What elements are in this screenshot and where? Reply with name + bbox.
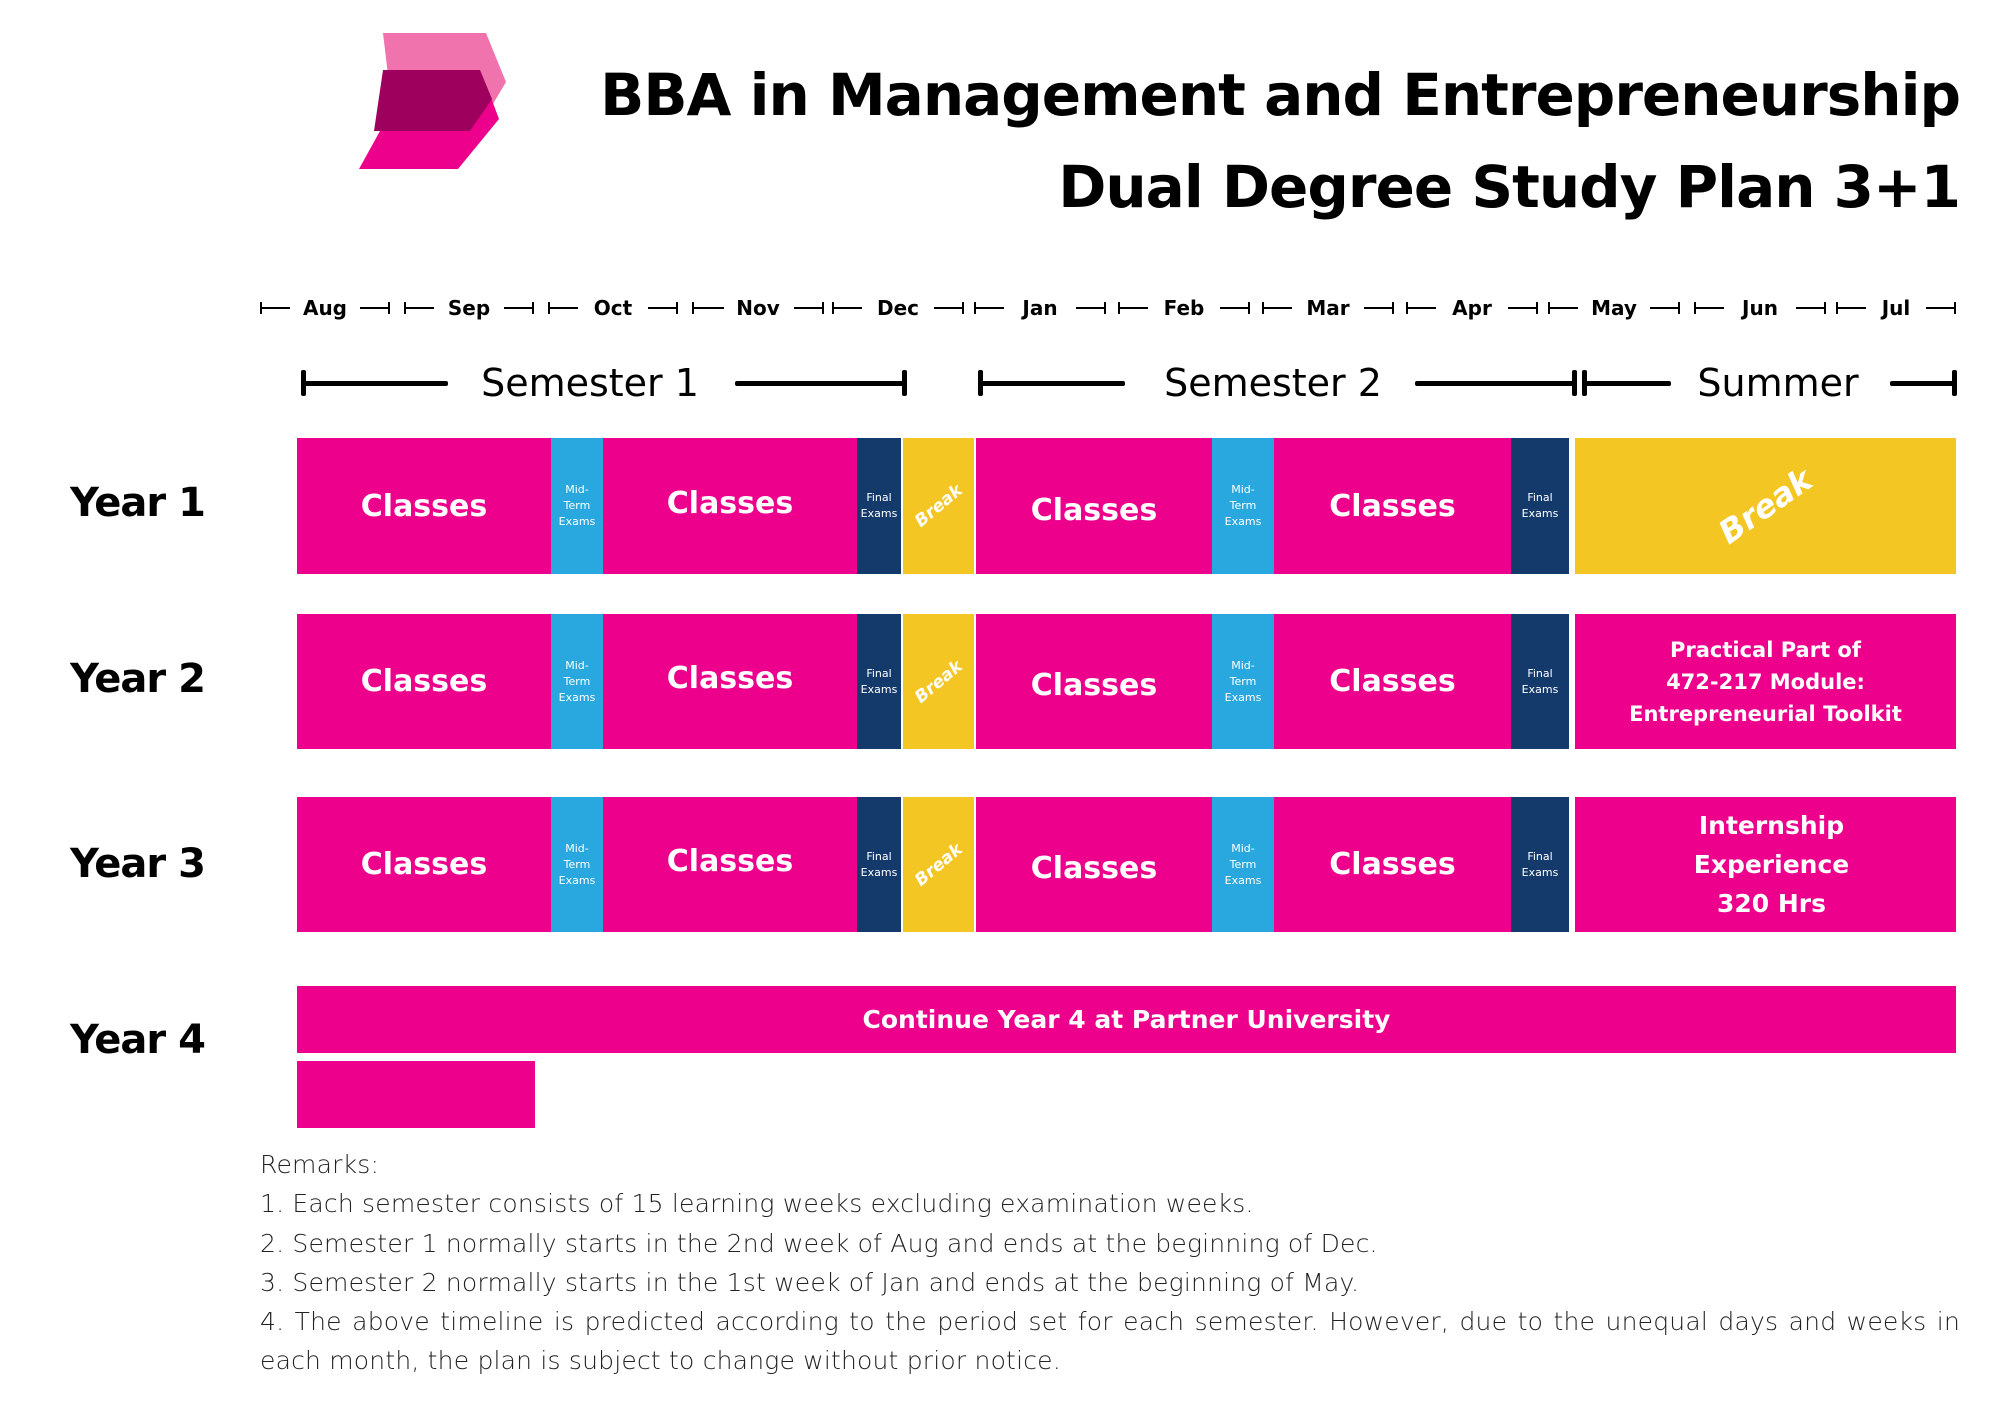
year-1-sem1-final: Final Exams xyxy=(857,438,901,574)
month-jul: Jul xyxy=(1836,294,1956,322)
year-2-sem2-midterm: Mid- Term Exams xyxy=(1212,614,1274,749)
year-2-label: Year 2 xyxy=(70,656,206,702)
remarks: Remarks: 1. Each semester consists of 15… xyxy=(260,1145,1960,1381)
year-1-sem2-midterm: Mid- Term Exams xyxy=(1212,438,1274,574)
year-2-sem1-midterm: Mid- Term Exams xyxy=(551,614,603,749)
period-semester-2: Semester 2 xyxy=(1164,361,1382,405)
month-mar: Mar xyxy=(1262,294,1394,322)
remark-item-2: 2. Semester 1 normally starts in the 2nd… xyxy=(260,1228,1378,1258)
month-sep: Sep xyxy=(404,294,534,322)
year-3-sem1-classes-a: Classes xyxy=(297,797,551,932)
month-may: May xyxy=(1548,294,1680,322)
month-oct: Oct xyxy=(548,294,678,322)
month-jan: Jan xyxy=(974,294,1106,322)
year-1-sem1-midterm: Mid- Term Exams xyxy=(551,438,603,574)
year-2-sem1-classes-b: Classes xyxy=(603,614,857,749)
remarks-heading: Remarks: xyxy=(260,1150,380,1179)
month-aug: Aug xyxy=(260,294,390,322)
year-3-label: Year 3 xyxy=(70,841,206,887)
year-2-sem2-final: Final Exams xyxy=(1511,614,1569,749)
year-3-sem1-final: Final Exams xyxy=(857,797,901,932)
period-brackets: Semester 1 Semester 2 Summer xyxy=(0,360,2000,406)
period-semester-1: Semester 1 xyxy=(481,361,699,405)
year-2-summer-practical: Practical Part of 472-217 Module: Entrep… xyxy=(1575,614,1956,749)
remark-item-1: 1. Each semester consists of 15 learning… xyxy=(260,1189,1254,1219)
year-2-sem1-classes-a: Classes xyxy=(297,614,551,749)
year-1-sem2-final: Final Exams xyxy=(1511,438,1569,574)
year-3-sem2-classes-b: Classes xyxy=(1274,797,1511,932)
year-3-dec-break: Break xyxy=(903,797,974,932)
year-2-dec-break: Break xyxy=(903,614,974,749)
month-nov: Nov xyxy=(692,294,824,322)
year-3-sem2-midterm: Mid- Term Exams xyxy=(1212,797,1274,932)
month-apr: Apr xyxy=(1406,294,1538,322)
month-jun: Jun xyxy=(1694,294,1826,322)
year-1-summer-break: Break xyxy=(1575,438,1956,574)
year-4-partner-bar: Continue Year 4 at Partner University xyxy=(297,986,1956,1053)
title-line-1: BBA in Management and Entrepreneurship xyxy=(600,61,1961,129)
year-4-label: Year 4 xyxy=(70,1017,206,1063)
year-1-sem1-classes-a: Classes xyxy=(297,438,551,574)
period-summer: Summer xyxy=(1697,361,1859,405)
year-4-small-bar xyxy=(297,1061,535,1128)
month-feb: Feb xyxy=(1118,294,1250,322)
year-1-label: Year 1 xyxy=(70,480,206,526)
year-2-sem2-classes-b: Classes xyxy=(1274,614,1511,749)
year-3-summer-internship: Internship Experience 320 Hrs xyxy=(1575,797,1956,932)
program-logo-icon xyxy=(359,33,506,169)
year-3-sem1-classes-b: Classes xyxy=(603,797,857,932)
year-3-sem1-midterm: Mid- Term Exams xyxy=(551,797,603,932)
year-1-sem1-classes-b: Classes xyxy=(603,438,857,574)
remark-item-4: 4. The above timeline is predicted accor… xyxy=(260,1307,1960,1376)
month-dec: Dec xyxy=(832,294,964,322)
year-1-sem2-classes-a: Classes xyxy=(976,438,1212,574)
year-3-sem2-final: Final Exams xyxy=(1511,797,1569,932)
year-2-sem2-classes-a: Classes xyxy=(976,614,1212,749)
year-1-dec-break: Break xyxy=(903,438,974,574)
remark-item-3: 3. Semester 2 normally starts in the 1st… xyxy=(260,1267,1360,1297)
year-1-sem2-classes-b: Classes xyxy=(1274,438,1511,574)
year-2-sem1-final: Final Exams xyxy=(857,614,901,749)
title-line-2: Dual Degree Study Plan 3+1 xyxy=(1058,153,1961,221)
year-3-sem2-classes-a: Classes xyxy=(976,797,1212,932)
